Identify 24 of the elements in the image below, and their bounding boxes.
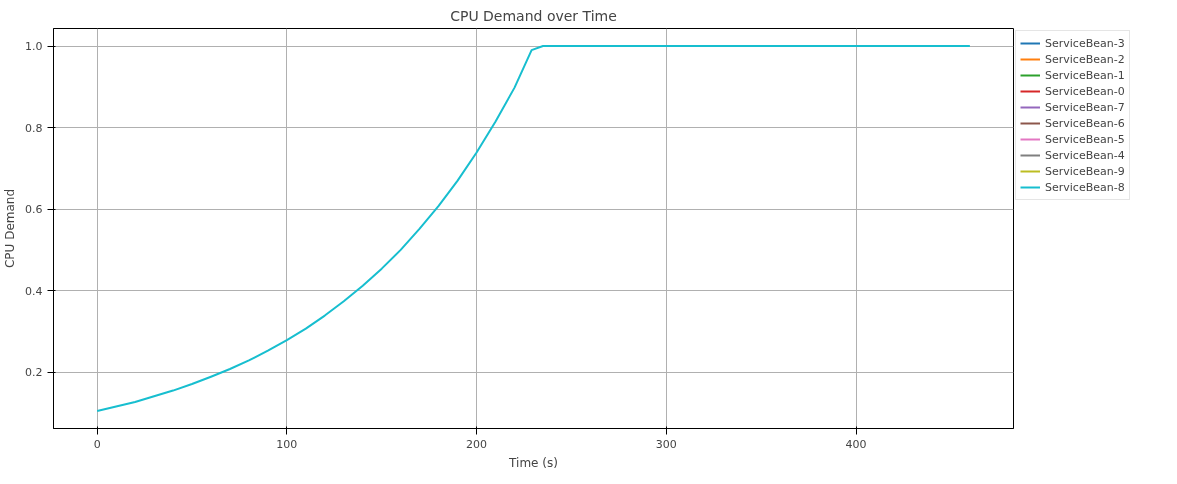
legend-label: ServiceBean-4: [1045, 147, 1125, 163]
x-tick-label: 200: [466, 437, 488, 451]
line-series: [96, 45, 971, 412]
y-tick-label: 0.4: [25, 284, 43, 298]
x-tick-label: 0: [93, 437, 101, 451]
legend-label: ServiceBean-8: [1045, 179, 1125, 195]
legend-label: ServiceBean-2: [1045, 51, 1125, 67]
x-axis-title: Time (s): [508, 455, 558, 470]
y-tick-label: 1.0: [25, 40, 43, 54]
x-tick-label: 300: [655, 437, 677, 451]
legend-label: ServiceBean-3: [1045, 35, 1125, 51]
chart-title: CPU Demand over Time: [450, 7, 617, 24]
legend-label: ServiceBean-9: [1045, 163, 1125, 179]
y-axis-title: CPU Demand: [3, 188, 18, 269]
legend-label: ServiceBean-0: [1045, 83, 1125, 99]
y-tick-label: 0.2: [25, 366, 43, 380]
y-tick-label: 0.8: [25, 121, 43, 135]
legend-label: ServiceBean-5: [1045, 131, 1125, 147]
x-tick-label: 100: [276, 437, 298, 451]
legend-label: ServiceBean-1: [1045, 67, 1125, 83]
x-tick-label: 400: [845, 437, 867, 451]
legend-label: ServiceBean-7: [1045, 99, 1125, 115]
y-tick-label: 0.6: [25, 203, 43, 217]
legend-label: ServiceBean-6: [1045, 115, 1125, 131]
